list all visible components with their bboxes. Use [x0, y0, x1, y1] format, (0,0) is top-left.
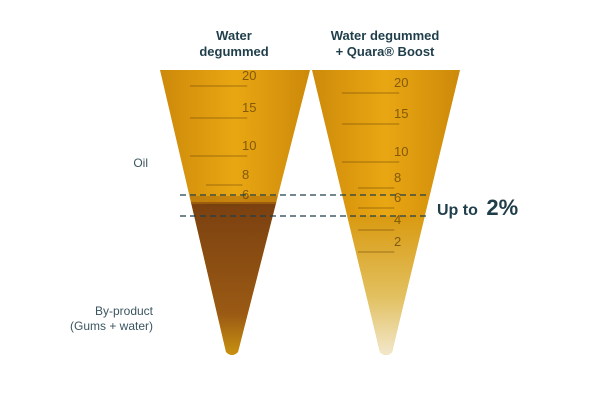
- callout-value: 2%: [486, 195, 518, 220]
- callout-prefix: Up to: [437, 202, 478, 219]
- title-right: Water degummed + Quara® Boost: [331, 28, 440, 59]
- scale-label: 15: [394, 106, 408, 121]
- oil-label: Oil: [133, 156, 148, 170]
- callout: Up to 2%: [437, 195, 518, 220]
- scale-label: 20: [242, 68, 256, 83]
- title-line: + Quara® Boost: [336, 44, 435, 59]
- byproduct-label: (Gums + water): [70, 319, 153, 333]
- scale-label: 4: [394, 212, 401, 227]
- scale-label: 8: [394, 170, 401, 185]
- title-left: Water degummed: [199, 28, 268, 59]
- title-line: Water degummed: [331, 28, 440, 43]
- tube-left: [160, 70, 310, 355]
- title-line: Water: [216, 28, 252, 43]
- scale-label: 10: [394, 144, 408, 159]
- scale-label: 8: [242, 167, 249, 182]
- scale-label: 2: [394, 234, 401, 249]
- scale-label: 10: [242, 138, 256, 153]
- scale-label: 20: [394, 75, 408, 90]
- title-line: degummed: [199, 44, 268, 59]
- scale-label: 15: [242, 100, 256, 115]
- byproduct-label: By-product: [95, 304, 154, 318]
- scale-label: 6: [394, 190, 401, 205]
